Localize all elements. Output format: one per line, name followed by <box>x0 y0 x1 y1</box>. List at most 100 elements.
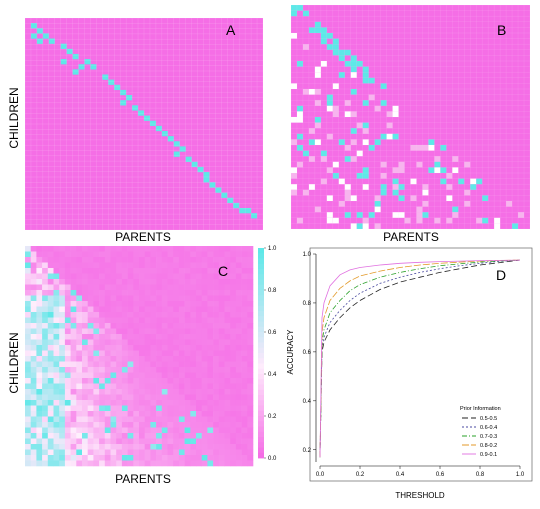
heatmap-c-cell <box>93 378 100 384</box>
heatmap-c-cell <box>196 312 202 318</box>
heatmap-c-cell <box>121 295 128 302</box>
heatmap-c-cell <box>110 367 117 373</box>
heatmap-c-cell <box>99 372 106 379</box>
heatmap-c-cell <box>64 361 71 368</box>
heatmap-c-cell <box>53 438 60 445</box>
heatmap-c-cell <box>76 334 83 340</box>
heatmap-c-cell <box>230 334 237 340</box>
heatmap-c-cell <box>144 284 151 291</box>
heatmap-c-cell <box>110 251 117 258</box>
heatmap-c-cell <box>64 356 71 362</box>
heatmap-c-cell <box>64 251 71 258</box>
heatmap-c-cell <box>70 246 77 252</box>
heatmap-c-cell <box>230 433 237 439</box>
heatmap-b-cell <box>291 33 297 39</box>
heatmap-a-cell <box>203 172 210 178</box>
heatmap-c-cell <box>184 317 191 324</box>
heatmap-c-cell <box>230 460 237 467</box>
heatmap-c-cell <box>201 323 208 329</box>
heatmap-b-cell <box>356 122 363 129</box>
heatmap-c-cell <box>104 279 111 285</box>
heatmap-c-cell <box>127 290 134 296</box>
heatmap-c-cell <box>139 378 145 384</box>
heatmap-c-cell <box>173 301 180 307</box>
heatmap-c-cell <box>241 323 248 329</box>
heatmap-c-cell <box>121 257 128 263</box>
heatmap-c-cell <box>76 339 83 346</box>
heatmap-b-cell <box>374 201 381 207</box>
heatmap-c-cell <box>224 350 231 357</box>
heatmap-c-cell <box>173 306 180 313</box>
heatmap-c-cell <box>150 295 157 302</box>
heatmap-c-cell <box>47 405 54 412</box>
heatmap-c-cell <box>161 356 168 362</box>
heatmap-c-cell <box>178 339 185 346</box>
heatmap-c-cell <box>190 372 197 379</box>
heatmap-c-cell <box>156 361 163 368</box>
heatmap-c-cell <box>241 438 248 445</box>
heatmap-c-cell <box>190 449 197 456</box>
heatmap-c-cell <box>82 416 88 423</box>
heatmap-b-cell <box>452 167 459 173</box>
heatmap-c-cell <box>173 383 180 390</box>
heatmap-c-cell <box>178 433 185 439</box>
heatmap-c-cell <box>173 350 180 357</box>
heatmap-c-cell <box>213 361 220 368</box>
heatmap-b-cell <box>368 94 375 101</box>
heatmap-c-cell <box>190 339 197 346</box>
heatmap-c-cell <box>230 389 237 395</box>
colorbar-segment <box>258 358 264 364</box>
heatmap-c-cell <box>156 356 163 362</box>
heatmap-c-cell <box>99 273 106 280</box>
heatmap-c-cell <box>116 257 123 263</box>
heatmap-c-cell <box>190 411 197 417</box>
heatmap-c-cell <box>59 345 66 351</box>
heatmap-c-cell <box>230 273 237 280</box>
heatmap-c-cell <box>87 422 94 428</box>
heatmap-c-cell <box>116 350 123 357</box>
heatmap-b-cell <box>338 139 345 145</box>
heatmap-c-cell <box>196 416 202 423</box>
heatmap-c-cell <box>235 427 242 434</box>
heatmap-c-cell <box>99 257 106 263</box>
heatmap-c-cell <box>178 295 185 302</box>
heatmap-c-cell <box>201 306 208 313</box>
heatmap-c-cell <box>173 438 180 445</box>
colorbar-segment <box>258 311 264 317</box>
heatmap-c-cell <box>167 328 174 335</box>
heatmap-c-cell <box>235 433 242 439</box>
heatmap-b-cell <box>291 10 297 17</box>
heatmap-c-cell <box>99 323 106 329</box>
heatmap-c-cell <box>64 411 71 417</box>
heatmap-c-cell <box>173 328 180 335</box>
heatmap-c-cell <box>173 411 180 417</box>
heatmap-c-cell <box>133 405 140 412</box>
heatmap-c-cell <box>230 323 237 329</box>
heatmap-c-cell <box>127 317 134 324</box>
colorbar-segment <box>258 395 264 401</box>
heatmap-c-cell <box>42 411 49 417</box>
heatmap-c-cell <box>76 345 83 351</box>
heatmap-c-cell <box>201 427 208 434</box>
heatmap-c-cell <box>36 312 43 318</box>
heatmap-b-cell <box>320 150 327 157</box>
heatmap-c-cell <box>36 411 43 417</box>
heatmap-c-cell <box>190 306 197 313</box>
heatmap-b-cell <box>296 5 303 11</box>
heatmap-c-cell <box>42 372 49 379</box>
heatmap-b-cell <box>291 173 297 179</box>
heatmap-c-cell <box>139 372 145 379</box>
heatmap-c-cell <box>110 279 117 285</box>
heatmap-c-cell <box>167 273 174 280</box>
heatmap-c-cell <box>104 444 111 450</box>
heatmap-c-cell <box>156 350 163 357</box>
heatmap-c-cell <box>144 367 151 373</box>
heatmap-c-cell <box>144 433 151 439</box>
heatmap-c-cell <box>213 301 220 307</box>
heatmap-c-cell <box>42 246 49 252</box>
heatmap-c-cell <box>241 262 248 269</box>
heatmap-c-cell <box>235 372 242 379</box>
heatmap-c-cell <box>156 444 163 450</box>
heatmap-c-cell <box>213 400 220 406</box>
heatmap-c-cell <box>36 449 43 456</box>
